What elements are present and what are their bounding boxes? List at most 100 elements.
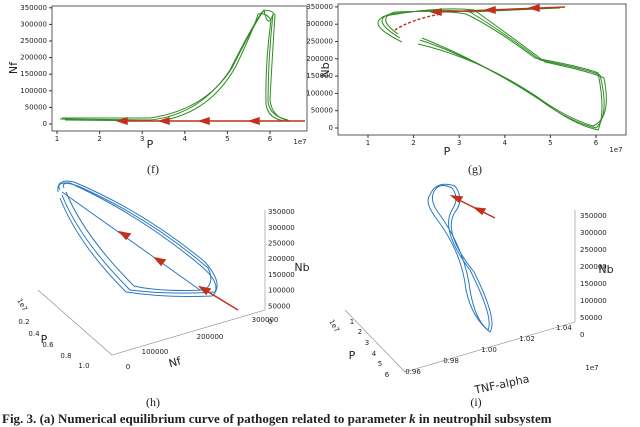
z-tick-label: 0 xyxy=(268,318,272,326)
arrows xyxy=(118,230,239,311)
y-tick-label: 100000 xyxy=(20,87,47,95)
x-tick-label: 6 xyxy=(594,139,599,147)
x-tick-label: 4 xyxy=(372,350,377,358)
panel-label: (g) xyxy=(468,162,482,176)
offset-label: 1e7 xyxy=(585,364,598,372)
z-tick-label: 150000 xyxy=(580,280,607,288)
z-tick-label: 0 xyxy=(580,331,584,339)
y-tick-label: 300000 xyxy=(306,20,333,28)
y-tick-label: 300000 xyxy=(252,316,279,324)
y-tick-label: 50000 xyxy=(25,103,47,111)
panel-label: (h) xyxy=(146,395,160,409)
x-tick-label: 3 xyxy=(140,135,144,143)
x-tick-label: 4 xyxy=(503,139,508,147)
z-tick-label: 350000 xyxy=(268,208,295,216)
arrows xyxy=(115,116,305,126)
x-tick-label: 5 xyxy=(225,135,229,143)
caption-symbol: k xyxy=(409,411,416,426)
x-tick-label: 6 xyxy=(385,371,390,379)
z-tick-label: 300000 xyxy=(580,229,607,237)
caption: Fig. 3. (a) Numerical equilibrium curve … xyxy=(2,411,552,426)
trajectory xyxy=(377,7,607,131)
y-tick-label: 200000 xyxy=(197,333,224,341)
y-axis-label: TNF-alpha xyxy=(472,372,530,397)
y-tick-label: 1.02 xyxy=(519,335,535,343)
x-tick-label: 2 xyxy=(97,135,101,143)
x-tick-label: 2 xyxy=(411,139,415,147)
z-axis-label: Nb xyxy=(598,263,613,276)
z-tick-label: 250000 xyxy=(268,240,295,248)
x-tick-label: 0.4 xyxy=(28,330,40,338)
z-tick-label: 150000 xyxy=(268,271,295,279)
x-tick-label: 3 xyxy=(457,139,461,147)
y-tick-label: 200000 xyxy=(306,55,333,63)
caption-prefix: Fig. 3. xyxy=(2,411,36,426)
trajectory xyxy=(427,183,493,333)
y-tick-label: 350000 xyxy=(20,4,47,12)
y-tick-label: 0 xyxy=(43,120,47,128)
y-tick-label: 350000 xyxy=(306,3,333,11)
y-tick-label: 100000 xyxy=(306,89,333,97)
x-tick-label: 1 xyxy=(55,135,59,143)
x-tick-label: 4 xyxy=(183,135,188,143)
z-tick-label: 100000 xyxy=(268,287,295,295)
y-tick-label: 1.04 xyxy=(556,324,572,332)
y-tick-label: 300000 xyxy=(20,20,47,28)
offset-label: 1e7 xyxy=(327,318,341,333)
y-axis-label: Nf xyxy=(167,354,183,370)
z-tick-label: 200000 xyxy=(580,263,607,271)
x-tick-label: 1.0 xyxy=(78,362,89,370)
axes-frame xyxy=(51,5,308,132)
x-axis-label: P xyxy=(444,145,451,158)
z-tick-label: 50000 xyxy=(268,302,290,310)
axes-3d xyxy=(37,210,266,356)
z-tick-label: 100000 xyxy=(580,297,607,305)
z-tick-label: 250000 xyxy=(580,246,607,254)
y-tick-label: 250000 xyxy=(306,38,333,46)
x-tick-label: 6 xyxy=(268,135,273,143)
x-axis-label: P xyxy=(41,333,48,346)
x-tick-label: 2 xyxy=(358,328,362,336)
y-tick-label: 0.98 xyxy=(443,357,459,365)
axes-3d xyxy=(344,210,576,373)
y-axis-label: Nf xyxy=(7,61,20,74)
x-tick-label: 0.6 xyxy=(42,341,54,349)
panel-label: (f) xyxy=(147,162,159,176)
offset-label: 1e7 xyxy=(609,146,622,154)
offset-label: 1e7 xyxy=(293,138,306,146)
x-tick-label: 1 xyxy=(366,139,370,147)
arrows xyxy=(394,3,566,31)
y-tick-label: 1.00 xyxy=(481,346,497,354)
x-tick-label: 5 xyxy=(548,139,552,147)
z-tick-label: 350000 xyxy=(580,212,607,220)
z-tick-label: 200000 xyxy=(268,255,295,263)
y-tick-label: 200000 xyxy=(20,54,47,62)
z-tick-label: 50000 xyxy=(580,314,602,322)
x-axis-label: P xyxy=(147,138,154,151)
x-tick-label: 0.2 xyxy=(18,318,29,326)
axes-frame xyxy=(337,3,627,136)
y-tick-label: 100000 xyxy=(142,348,169,356)
offset-label: 1e7 xyxy=(15,297,29,312)
z-tick-label: 300000 xyxy=(268,224,295,232)
panel-label: (i) xyxy=(470,395,481,409)
trajectory xyxy=(57,180,218,297)
caption-text: (a) Numerical equilibrium curve of patho… xyxy=(40,411,407,426)
y-tick-label: 250000 xyxy=(20,37,47,45)
x-tick-label: 0.8 xyxy=(60,352,71,360)
x-tick-label: 3 xyxy=(365,339,369,347)
x-axis-label: P xyxy=(349,349,356,362)
z-axis-label: Nb xyxy=(294,261,309,274)
y-tick-label: 0.96 xyxy=(405,368,421,376)
y-tick-label: 0 xyxy=(329,124,333,132)
y-tick-label: 150000 xyxy=(306,72,333,80)
x-tick-label: 1 xyxy=(350,318,354,326)
y-tick-label: 0 xyxy=(126,363,130,371)
arrows xyxy=(449,195,496,219)
caption-suffix: in neutrophil subsystem xyxy=(419,411,552,426)
y-axis-label: Nb xyxy=(319,62,332,77)
x-tick-label: 5 xyxy=(378,360,382,368)
y-tick-label: 150000 xyxy=(20,70,47,78)
trajectory xyxy=(59,8,291,122)
